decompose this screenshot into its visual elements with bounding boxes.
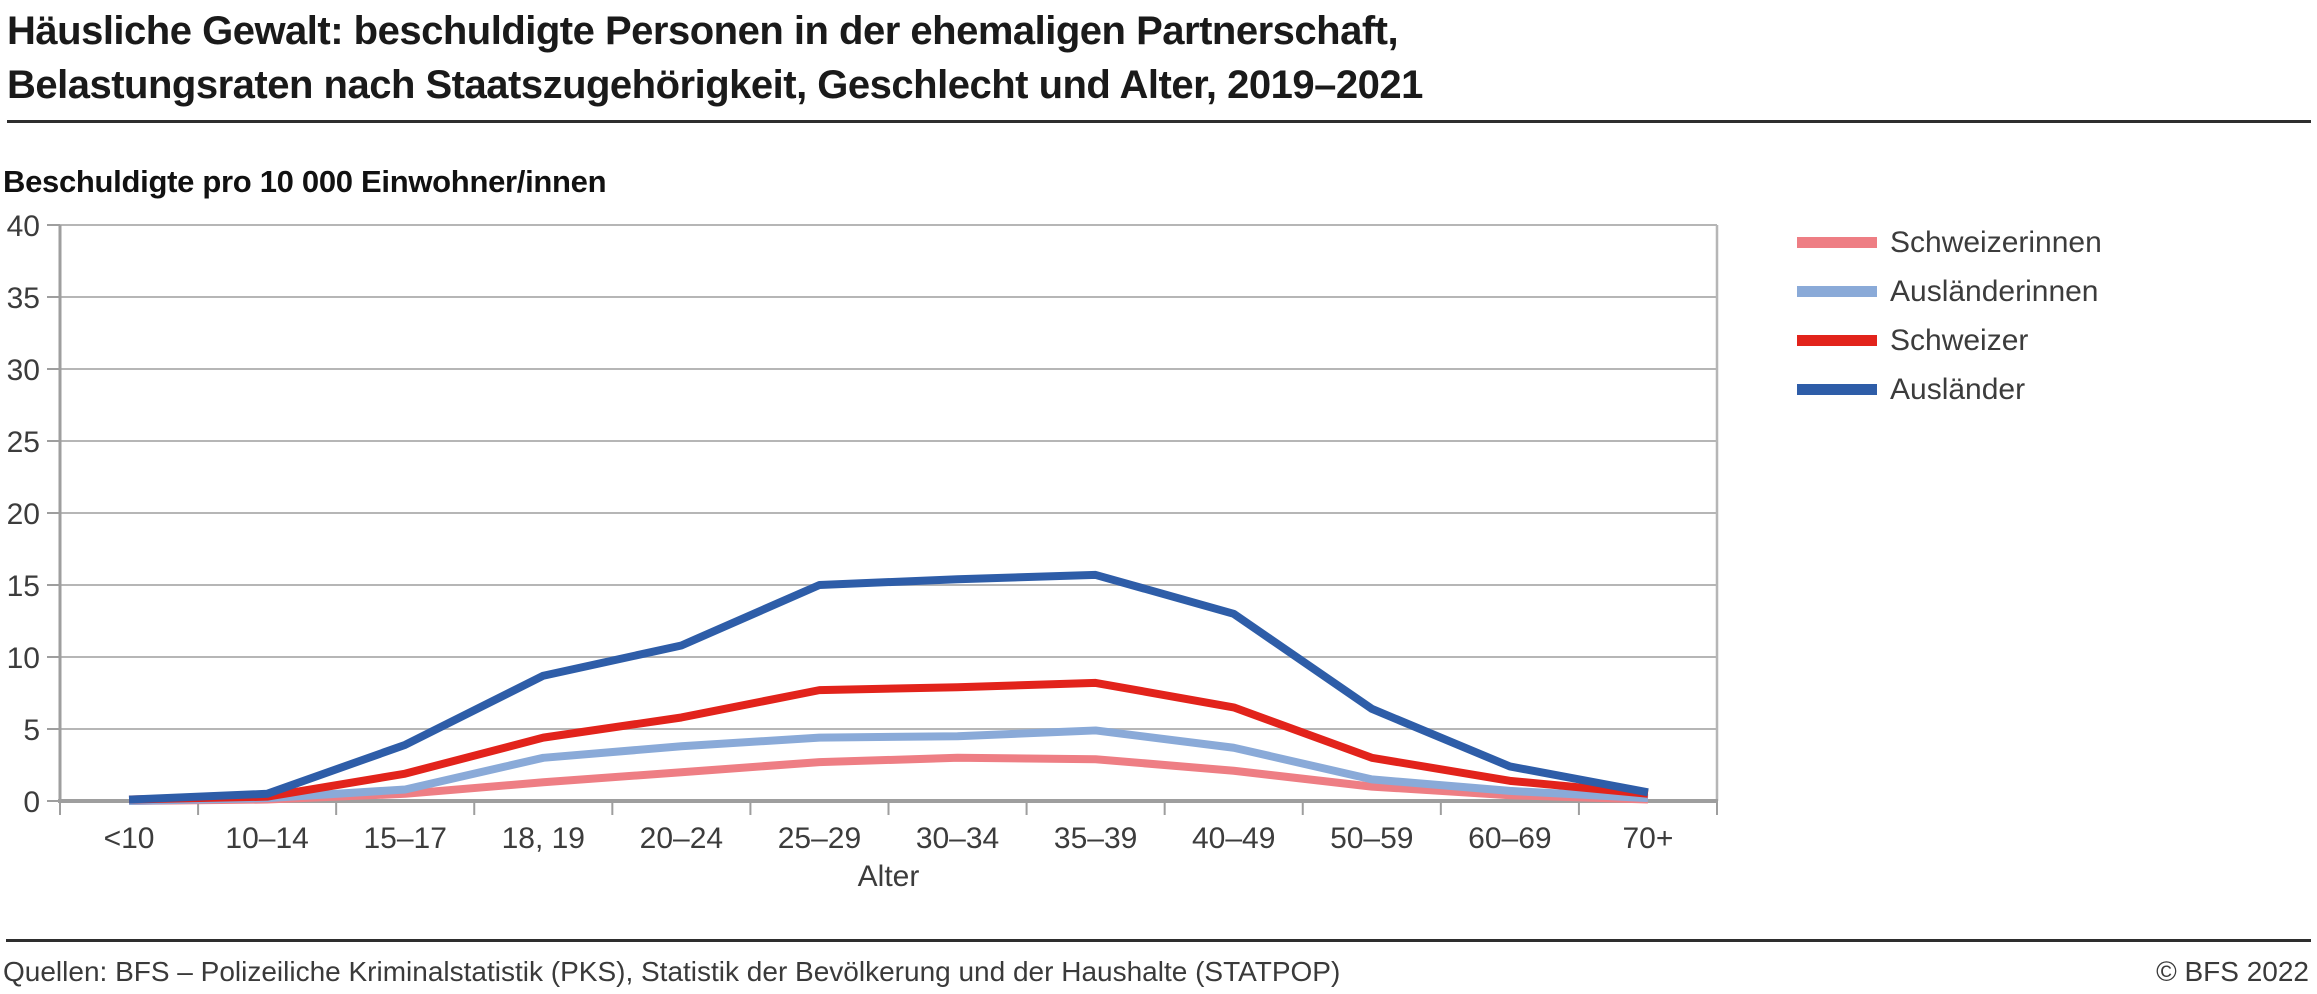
source-note: Quellen: BFS – Polizeiliche Kriminalstat…: [3, 956, 1341, 987]
series-line-ausländerinnen: [128, 726, 1649, 805]
x-tick-label: 25–29: [778, 822, 861, 855]
legend-swatch-schweizerinnen: [1797, 237, 1877, 248]
y-tick-label: 15: [7, 570, 40, 603]
footer-divider: [6, 939, 2311, 942]
y-tick-label: 40: [7, 210, 40, 243]
x-tick-label: 60–69: [1468, 822, 1551, 855]
x-tick-label: 35–39: [1054, 822, 1137, 855]
x-tick-label: 30–34: [916, 822, 999, 855]
legend-label: Ausländer: [1890, 372, 2026, 406]
title-divider: [7, 120, 2311, 123]
x-tick-label: 15–17: [363, 822, 446, 855]
legend-swatch-schweizer: [1797, 335, 1877, 346]
y-axis-unit-label: Beschuldigte pro 10 000 Einwohner/innen: [3, 164, 607, 199]
x-axis-title: Alter: [857, 860, 920, 893]
x-tick-label: 10–14: [225, 822, 308, 855]
chart-axes: [47, 224, 1719, 815]
x-tick-label: 50–59: [1330, 822, 1413, 855]
chart-tick-labels: 0 5 10 15 20 25 30 35 40 <10 10–14 15–17 18, 19 20–24…: [7, 210, 1674, 855]
legend-label: Ausländerinnen: [1890, 274, 2099, 308]
x-tick-label: 18, 19: [502, 822, 585, 855]
y-tick-label: 20: [7, 498, 40, 531]
chart-series-lines: [128, 570, 1649, 805]
legend-item-auslaenderinnen: Ausländerinnen: [1797, 274, 2102, 308]
x-tick-label: 70+: [1623, 822, 1674, 855]
y-tick-label: 10: [7, 642, 40, 675]
x-tick-label: 40–49: [1192, 822, 1275, 855]
legend-label: Schweizerinnen: [1890, 225, 2102, 259]
x-tick-label: 20–24: [640, 822, 723, 855]
page-title: Häusliche Gewalt: beschuldigte Personen …: [7, 4, 1423, 112]
y-tick-label: 35: [7, 282, 40, 315]
legend-label: Schweizer: [1890, 323, 2029, 357]
legend-item-auslaender: Ausländer: [1797, 372, 2102, 406]
y-tick-label: 30: [7, 354, 40, 387]
copyright-note: © BFS 2022: [2156, 956, 2309, 987]
series-line-schweizer: [128, 678, 1649, 804]
y-tick-label: 0: [23, 786, 40, 819]
chart-legend: Schweizerinnen Ausländerinnen Schweizer …: [1797, 225, 2102, 423]
x-tick-label: <10: [104, 822, 155, 855]
y-tick-label: 5: [23, 714, 40, 747]
legend-swatch-auslaender: [1797, 384, 1877, 395]
legend-item-schweizer: Schweizer: [1797, 323, 2102, 357]
page-title-line2: Belastungsraten nach Staatszugehörigkeit…: [7, 63, 1423, 107]
chart-gridlines: [60, 224, 1717, 730]
series-line-ausländer: [128, 570, 1649, 804]
page-title-line1: Häusliche Gewalt: beschuldigte Personen …: [7, 9, 1399, 53]
legend-swatch-auslaenderinnen: [1797, 286, 1877, 297]
footer: Quellen: BFS – Polizeiliche Kriminalstat…: [3, 956, 2309, 988]
y-tick-label: 25: [7, 426, 40, 459]
legend-item-schweizerinnen: Schweizerinnen: [1797, 225, 2102, 259]
